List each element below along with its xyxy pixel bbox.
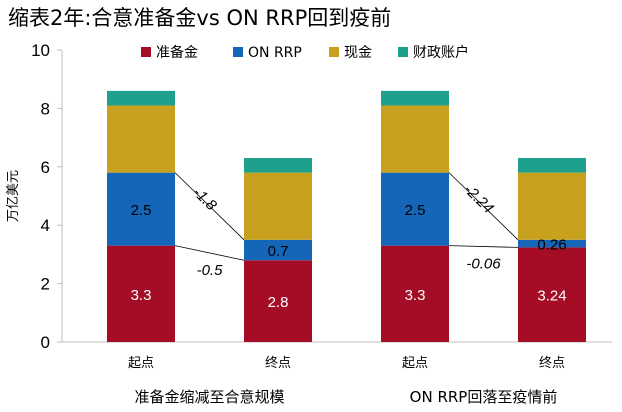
legend-label: 财政账户	[413, 44, 469, 61]
legend-label: 现金	[344, 45, 372, 61]
connector-line	[448, 245, 519, 248]
change-annotation: -2.24	[460, 181, 496, 217]
y-tick-label: 10	[31, 41, 50, 60]
group-label: ON RRP回落至疫情前	[410, 388, 558, 406]
change-annotation: -0.06	[466, 256, 501, 273]
change-annotation: -1.8	[189, 184, 220, 215]
legend-swatch	[398, 47, 408, 57]
legend-swatch	[233, 47, 243, 57]
y-tick-label: 0	[41, 333, 50, 352]
group-label: 准备金缩减至合意规模	[134, 388, 284, 406]
bar-segment	[381, 90, 449, 106]
bar-segment	[518, 239, 586, 248]
bar-segment	[107, 245, 175, 342]
data-label: 0.26	[537, 237, 566, 254]
connector-lines	[174, 172, 519, 261]
data-label: 3.24	[537, 288, 566, 305]
chart-title: 缩表2年:合意准备金vs ON RRP回到疫前	[8, 6, 392, 30]
bar-segment	[244, 172, 312, 240]
bar-segment	[244, 158, 312, 173]
data-label: 2.8	[268, 294, 289, 311]
y-tick-label: 4	[41, 216, 50, 235]
bar-segment	[107, 172, 175, 246]
legend: 准备金 ON RRP 现金 财政账户	[141, 44, 469, 61]
data-label: 2.5	[405, 202, 426, 219]
connector-line	[174, 172, 245, 241]
data-label: 3.3	[405, 287, 426, 304]
legend-label: 准备金	[156, 44, 198, 61]
bar-segment	[381, 105, 449, 173]
data-label: 0.7	[268, 243, 289, 260]
change-annotation: -0.5	[197, 262, 224, 279]
x-tick-label: 起点	[402, 356, 428, 371]
bars	[107, 90, 586, 342]
y-tick-label: 8	[41, 99, 50, 118]
bar-segment	[518, 158, 586, 173]
connector-line	[174, 245, 245, 261]
x-tick-label: 终点	[265, 355, 291, 371]
bar-segment	[244, 260, 312, 342]
data-label: 2.5	[131, 202, 152, 219]
y-axis-label: 万亿美元	[6, 170, 21, 222]
legend-label: ON RRP	[248, 45, 302, 61]
y-tick-label: 2	[41, 275, 50, 294]
legend-swatch	[329, 47, 339, 57]
bar-segment	[107, 90, 175, 106]
bar-segment	[244, 239, 312, 261]
bar-segment	[381, 245, 449, 342]
x-tick-label: 终点	[539, 355, 565, 371]
data-labels: 3.3 2.5 2.8 0.7 3.3 2.5 3.24 0.26 -1.8 -0.5 -2.24 -…	[131, 181, 567, 311]
bar-segment	[107, 105, 175, 173]
y-tick-label: 6	[41, 158, 50, 177]
bar-segment	[518, 247, 586, 342]
bar-segment	[381, 172, 449, 246]
bar-segment	[518, 172, 586, 240]
legend-swatch	[141, 47, 151, 57]
connector-line	[448, 172, 519, 241]
x-tick-label: 起点	[128, 356, 154, 371]
data-label: 3.3	[131, 287, 152, 304]
